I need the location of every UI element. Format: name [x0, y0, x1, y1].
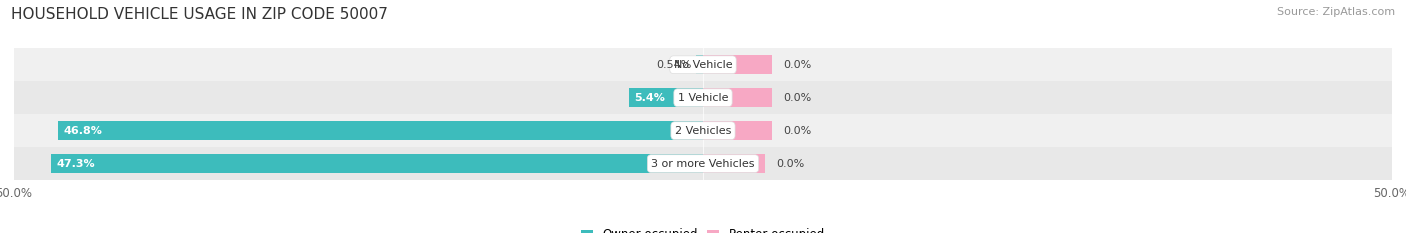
- Text: 46.8%: 46.8%: [63, 126, 103, 136]
- Text: 0.0%: 0.0%: [783, 126, 811, 136]
- Text: No Vehicle: No Vehicle: [673, 60, 733, 70]
- Bar: [14, 147, 1392, 180]
- Bar: [703, 121, 772, 140]
- Text: 1 Vehicle: 1 Vehicle: [678, 93, 728, 103]
- Bar: [703, 88, 772, 107]
- Legend: Owner-occupied, Renter-occupied: Owner-occupied, Renter-occupied: [576, 224, 830, 233]
- Bar: [696, 55, 703, 74]
- Text: 0.0%: 0.0%: [783, 60, 811, 70]
- Bar: [51, 154, 703, 173]
- Bar: [14, 48, 1392, 81]
- Bar: [703, 154, 765, 173]
- Bar: [703, 55, 772, 74]
- Text: 0.0%: 0.0%: [783, 93, 811, 103]
- Bar: [628, 88, 703, 107]
- Text: Source: ZipAtlas.com: Source: ZipAtlas.com: [1277, 7, 1395, 17]
- Bar: [14, 81, 1392, 114]
- Text: 0.0%: 0.0%: [776, 159, 804, 169]
- Bar: [58, 121, 703, 140]
- Text: 3 or more Vehicles: 3 or more Vehicles: [651, 159, 755, 169]
- Bar: [14, 114, 1392, 147]
- Text: 47.3%: 47.3%: [56, 159, 96, 169]
- Text: 2 Vehicles: 2 Vehicles: [675, 126, 731, 136]
- Text: 5.4%: 5.4%: [634, 93, 665, 103]
- Text: HOUSEHOLD VEHICLE USAGE IN ZIP CODE 50007: HOUSEHOLD VEHICLE USAGE IN ZIP CODE 5000…: [11, 7, 388, 22]
- Text: 0.54%: 0.54%: [657, 60, 692, 70]
